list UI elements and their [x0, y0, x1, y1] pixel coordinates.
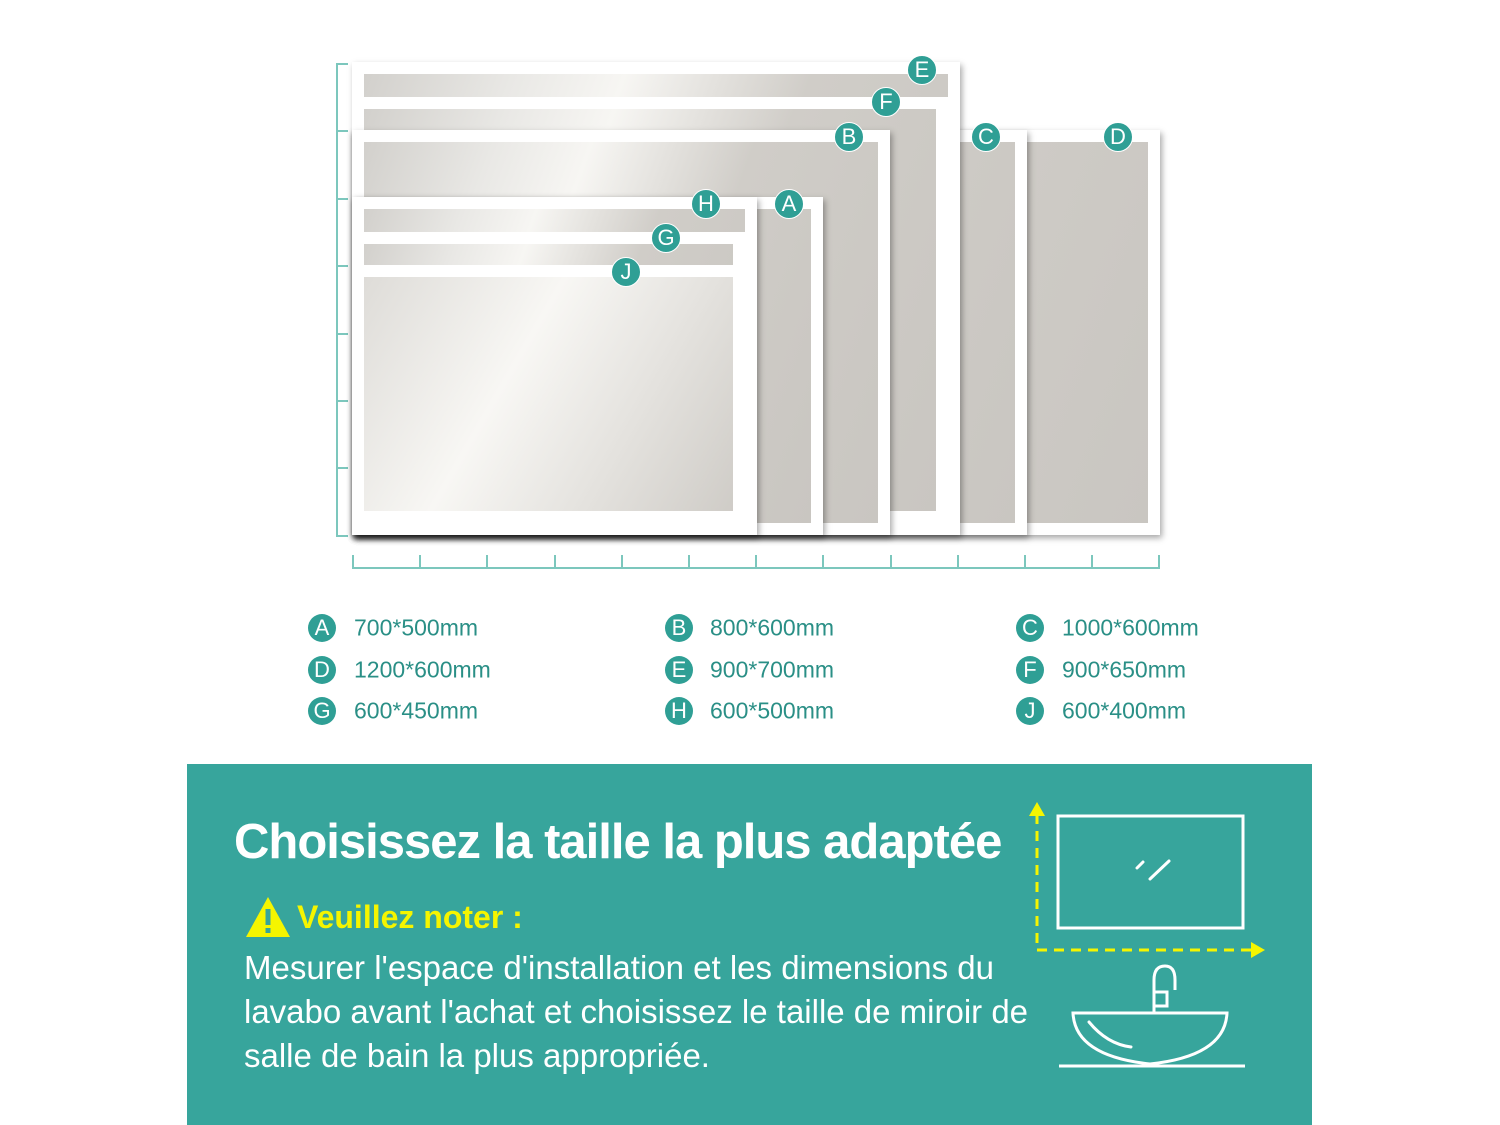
horizontal-axis-tick [956, 555, 959, 568]
vertical-axis-tick [336, 197, 348, 200]
info-panel: Choisissez la taille la plus adaptée Veu… [187, 764, 1312, 1125]
horizontal-axis-tick [755, 555, 758, 568]
horizontal-axis-tick [1024, 555, 1026, 568]
legend-badge-g: G [308, 697, 336, 725]
dimension-arrows-icon [1035, 814, 1251, 952]
legend-badge-f: F [1016, 656, 1044, 684]
legend-size-j: 600*400mm [1062, 697, 1187, 724]
badge-j: J [611, 257, 641, 287]
vertical-axis [336, 63, 338, 536]
legend-size-h: 600*500mm [710, 697, 835, 724]
horizontal-axis-tick [620, 555, 623, 568]
mirror-j [352, 265, 745, 523]
mirror-sink-illustration [1029, 802, 1265, 1068]
panel-body-text: Mesurer l'espace d'installation et les d… [244, 949, 1029, 1074]
legend-size-b: 800*600mm [710, 614, 835, 641]
legend-size-e: 900*700mm [710, 656, 835, 683]
badge-g: G [651, 223, 681, 253]
badge-c: C [971, 122, 1001, 152]
vertical-axis-tick [336, 534, 348, 537]
legend-size-d: 1200*600mm [354, 656, 491, 683]
mirror-icon [1056, 814, 1245, 930]
legend-badge-a: A [308, 614, 336, 642]
vertical-axis-tick [336, 130, 348, 133]
horizontal-axis-tick [822, 555, 825, 568]
vertical-axis-tick [336, 332, 348, 335]
vertical-axis-tick [336, 467, 348, 470]
badge-h: H [691, 189, 721, 219]
horizontal-axis-tick [889, 555, 892, 568]
panel-title: Choisissez la taille la plus adaptée [234, 815, 1002, 869]
vertical-axis-tick [336, 400, 348, 402]
badge-e: E [907, 55, 937, 85]
legend-badge-e: E [665, 656, 693, 684]
legend-badge-b: B [665, 614, 693, 642]
horizontal-axis-tick [553, 555, 556, 568]
legend-badge-c: C [1016, 614, 1044, 642]
legend-badge-d: D [308, 656, 336, 684]
badge-d: D [1103, 122, 1133, 152]
legend-badge-j: J [1016, 697, 1044, 725]
vertical-axis-tick [336, 63, 348, 65]
badge-a: A [774, 189, 804, 219]
legend-size-f: 900*650mm [1062, 656, 1187, 683]
badge-f: F [871, 87, 901, 117]
legend-size-a: 700*500mm [354, 614, 479, 641]
horizontal-axis-tick [688, 555, 690, 568]
horizontal-axis-tick [352, 555, 354, 568]
horizontal-axis-tick [1158, 555, 1161, 568]
badge-b: B [834, 122, 864, 152]
legend-badge-h: H [665, 697, 693, 725]
horizontal-axis-tick [419, 555, 422, 568]
vertical-axis-tick [336, 265, 348, 268]
legend-size-g: 600*450mm [354, 697, 479, 724]
warning-heading: Veuillez noter : [245, 896, 523, 938]
sink-icon [1059, 964, 1245, 1068]
warning-label: Veuillez noter : [297, 898, 523, 935]
legend-size-c: 1000*600mm [1062, 614, 1199, 641]
warning-triangle-icon [246, 897, 290, 937]
horizontal-axis [352, 567, 1160, 569]
horizontal-axis-tick [1091, 555, 1094, 568]
horizontal-axis-tick [486, 555, 489, 568]
